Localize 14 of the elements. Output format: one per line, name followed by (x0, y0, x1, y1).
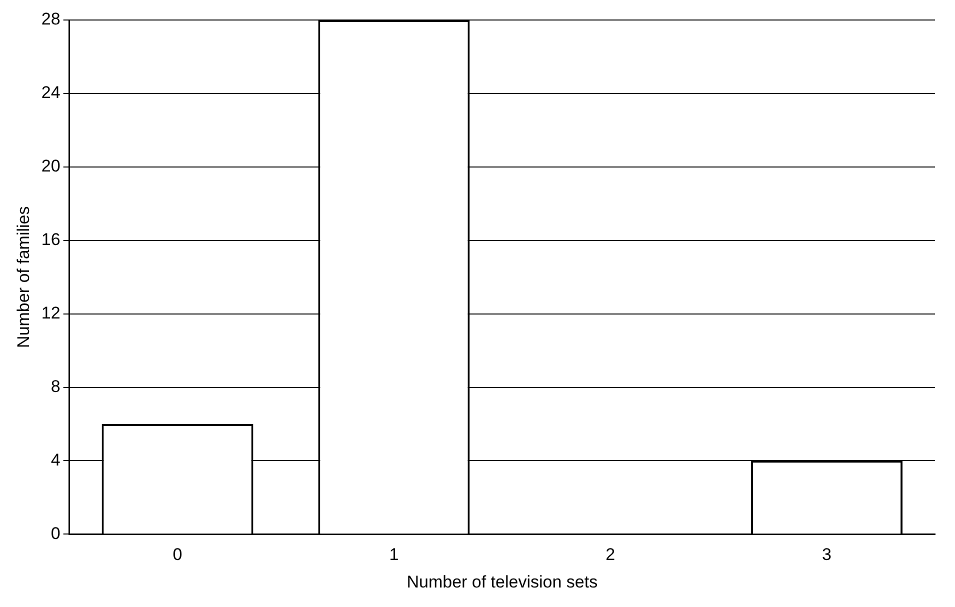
y-tick-label: 12 (41, 304, 60, 323)
x-axis-title: Number of television sets (406, 572, 598, 592)
x-tick-label: 3 (822, 545, 832, 564)
x-tick-label: 0 (172, 545, 182, 564)
y-tick-label: 8 (50, 376, 60, 396)
x-tick-label: 1 (389, 545, 399, 564)
y-tick-label: 20 (41, 156, 60, 176)
y-tick-label: 4 (50, 450, 60, 470)
y-tick-label: 16 (41, 230, 60, 250)
y-tick-label: 0 (50, 524, 60, 543)
y-tick-label: 24 (41, 83, 60, 102)
y-axis-title: Number of families (14, 206, 33, 348)
x-tick-label: 2 (606, 545, 616, 564)
y-tick-label: 28 (41, 10, 60, 29)
